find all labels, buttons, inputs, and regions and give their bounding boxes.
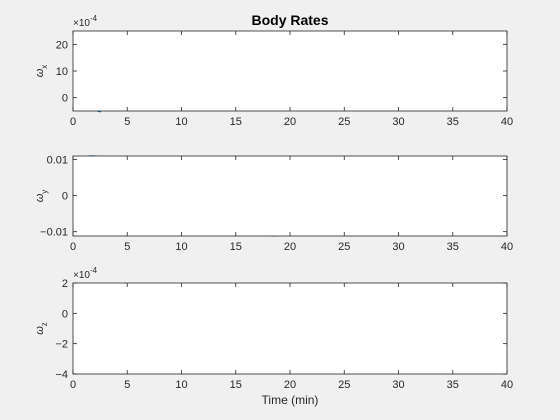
x-tick-label: 15 xyxy=(230,116,242,128)
x-tick-label: 20 xyxy=(284,116,296,128)
y-exponent-base: ×10 xyxy=(73,18,90,29)
x-tick-label: 30 xyxy=(392,241,404,253)
x-tick-label: 20 xyxy=(284,241,296,253)
x-tick-label: 5 xyxy=(124,241,130,253)
x-tick-label: 0 xyxy=(70,116,76,128)
subplot-omega-x: 0 5 10 15 20 25 30 35 40 0 10 20 ×10-4 ωx Body Rates xyxy=(34,12,513,128)
y-tick-label: 20 xyxy=(56,39,68,51)
y-tick-label: 0.01 xyxy=(47,155,68,167)
x-tick-label: 40 xyxy=(501,379,513,391)
axes-box xyxy=(72,155,508,237)
chart-title: Body Rates xyxy=(251,12,328,28)
x-tick-label: 30 xyxy=(392,116,404,128)
y-tick-label: 0 xyxy=(62,93,68,105)
x-tick-label: 10 xyxy=(175,379,187,391)
x-tick-label: 25 xyxy=(338,379,350,391)
y-axis-label-symbol: ω xyxy=(34,326,46,335)
x-tick-label: 5 xyxy=(124,379,130,391)
y-tick-label: 0 xyxy=(62,308,68,320)
x-axis-label: Time (min) xyxy=(262,393,319,407)
y-axis-label: ωz xyxy=(34,322,49,335)
x-tick-label: 35 xyxy=(447,241,459,253)
x-tick-label: 40 xyxy=(501,116,513,128)
x-tick-label: 25 xyxy=(338,241,350,253)
y-tick-label: 0 xyxy=(62,191,68,203)
y-exponent-base: ×10 xyxy=(73,270,90,281)
y-tick-label: −0.01 xyxy=(40,227,68,239)
x-tick-label: 10 xyxy=(175,241,187,253)
y-axis-label-subscript: z xyxy=(40,322,49,326)
axes-box xyxy=(72,282,508,375)
x-tick-label: 35 xyxy=(447,116,459,128)
x-tick-label: 10 xyxy=(175,116,187,128)
x-tick-label: 0 xyxy=(70,241,76,253)
y-axis-label-symbol: ω xyxy=(34,68,46,77)
x-tick-label: 40 xyxy=(501,241,513,253)
y-axis-label-subscript: x xyxy=(40,65,49,69)
x-tick-label: 35 xyxy=(447,379,459,391)
y-exponent-label: ×10-4 xyxy=(73,14,98,29)
subplot-omega-z: 0 5 10 15 20 25 30 35 40 −4 −2 0 2 ×10-4 ωz Time (min) xyxy=(34,266,513,407)
y-exponent-power: -4 xyxy=(90,266,98,275)
x-tick-label: 20 xyxy=(284,379,296,391)
y-axis-label-subscript: y xyxy=(40,190,49,194)
x-tick-label: 25 xyxy=(338,116,350,128)
x-tick-label: 15 xyxy=(230,241,242,253)
x-tick-label: 15 xyxy=(230,379,242,391)
y-axis-label: ωy xyxy=(34,190,49,203)
y-axis-label-symbol: ω xyxy=(34,193,46,202)
y-tick-label: 10 xyxy=(56,66,68,78)
x-tick-label: 30 xyxy=(392,379,404,391)
y-exponent-power: -4 xyxy=(90,14,98,23)
axes-box xyxy=(72,30,508,112)
y-tick-label: −4 xyxy=(55,369,68,381)
y-tick-label: 2 xyxy=(62,278,68,290)
y-tick-label: −2 xyxy=(55,339,68,351)
y-axis-label: ωx xyxy=(34,65,49,78)
x-tick-label: 0 xyxy=(70,379,76,391)
x-tick-label: 5 xyxy=(124,116,130,128)
y-exponent-label: ×10-4 xyxy=(73,266,98,281)
